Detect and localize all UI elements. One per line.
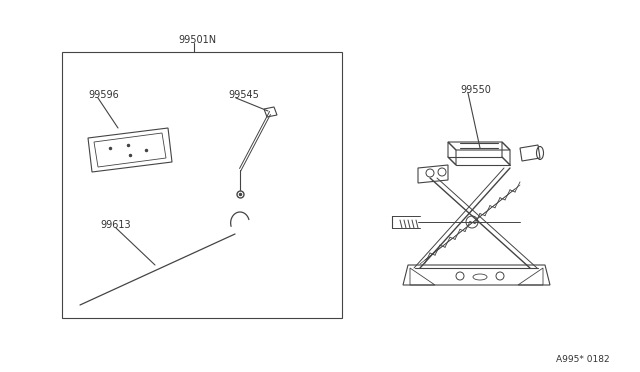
Text: 99613: 99613 — [100, 220, 131, 230]
Text: 99596: 99596 — [88, 90, 119, 100]
Text: 99545: 99545 — [228, 90, 259, 100]
Text: 99550: 99550 — [460, 85, 491, 95]
Text: A995* 0182: A995* 0182 — [556, 355, 610, 364]
Bar — [62, 52, 342, 318]
Text: 99501N: 99501N — [178, 35, 216, 45]
Polygon shape — [264, 107, 277, 117]
